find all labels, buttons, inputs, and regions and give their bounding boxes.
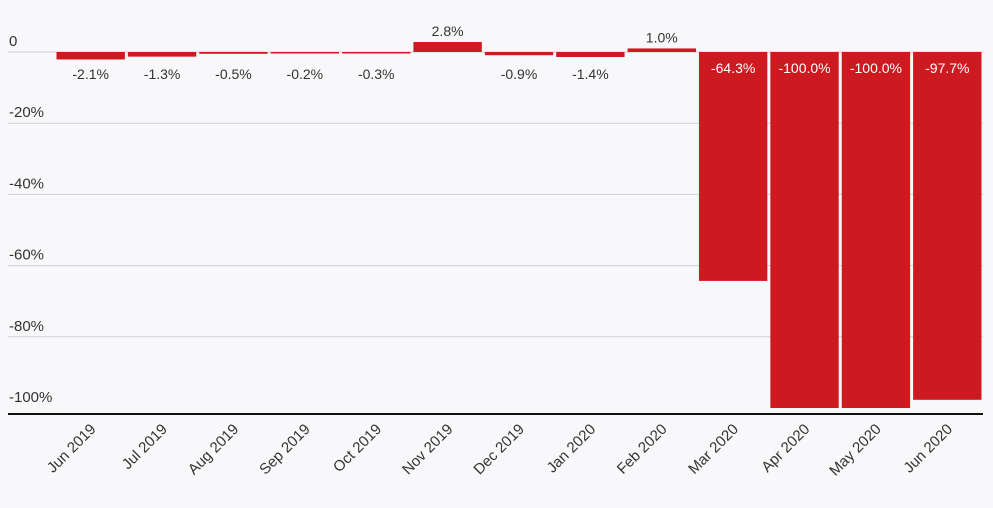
x-tick-label: Nov 2019 — [399, 421, 456, 478]
bar — [56, 52, 125, 60]
data-label: 2.8% — [432, 23, 464, 39]
data-label: -0.5% — [215, 66, 252, 82]
data-label: -100.0% — [850, 60, 902, 76]
x-tick-label: Aug 2019 — [185, 421, 242, 478]
bar — [413, 42, 482, 52]
data-label: -2.1% — [72, 66, 109, 82]
bar — [484, 52, 554, 56]
bar — [698, 52, 768, 281]
x-tick-label: May 2020 — [826, 421, 885, 480]
x-tick-label: Apr 2020 — [758, 421, 813, 476]
x-tick-label: Sep 2019 — [256, 421, 313, 478]
data-label: -0.9% — [501, 66, 538, 82]
x-tick-label: Jun 2019 — [44, 421, 100, 477]
bar — [199, 52, 268, 54]
bar — [913, 52, 982, 400]
bar — [770, 52, 839, 408]
y-tick-label: -20% — [9, 104, 44, 121]
bar — [342, 52, 411, 54]
data-label: -64.3% — [711, 60, 755, 76]
y-tick-label: -80% — [9, 318, 44, 335]
bars — [56, 42, 982, 408]
x-tick-label: Jan 2020 — [544, 421, 600, 477]
x-tick-label: Feb 2020 — [614, 421, 671, 478]
bar — [127, 52, 197, 57]
y-tick-label: -100% — [9, 389, 52, 406]
data-label: -0.3% — [358, 66, 395, 82]
data-label: 1.0% — [646, 29, 678, 45]
x-tick-label: Jul 2019 — [119, 421, 171, 473]
data-label: -100.0% — [778, 60, 830, 76]
x-tick-label: Dec 2019 — [470, 421, 527, 478]
x-tick-label: Jun 2020 — [900, 421, 956, 477]
bar — [627, 48, 696, 52]
x-tick-label: Oct 2019 — [330, 421, 385, 476]
x-tick-label: Mar 2020 — [685, 421, 742, 478]
y-tick-label: -40% — [9, 175, 44, 192]
data-labels: -2.1% -1.3% -0.5% -0.2% -0.3% 2.8% -0.9% -1.4% 1… — [72, 23, 969, 82]
y-tick-label: 0 — [9, 33, 17, 50]
bar — [270, 52, 340, 54]
data-label: -97.7% — [925, 60, 969, 76]
y-tick-label: -60% — [9, 247, 44, 264]
y-axis-ticks: 0 -20% -40% -60% -80% -100% — [9, 33, 52, 406]
data-label: -0.2% — [287, 66, 324, 82]
x-axis-ticks: Jun 2019 Jul 2019 Aug 2019 Sep 2019 Oct 2019… — [44, 421, 956, 480]
bar — [841, 52, 911, 408]
data-label: -1.3% — [144, 66, 181, 82]
bar — [556, 52, 625, 57]
data-label: -1.4% — [572, 66, 609, 82]
